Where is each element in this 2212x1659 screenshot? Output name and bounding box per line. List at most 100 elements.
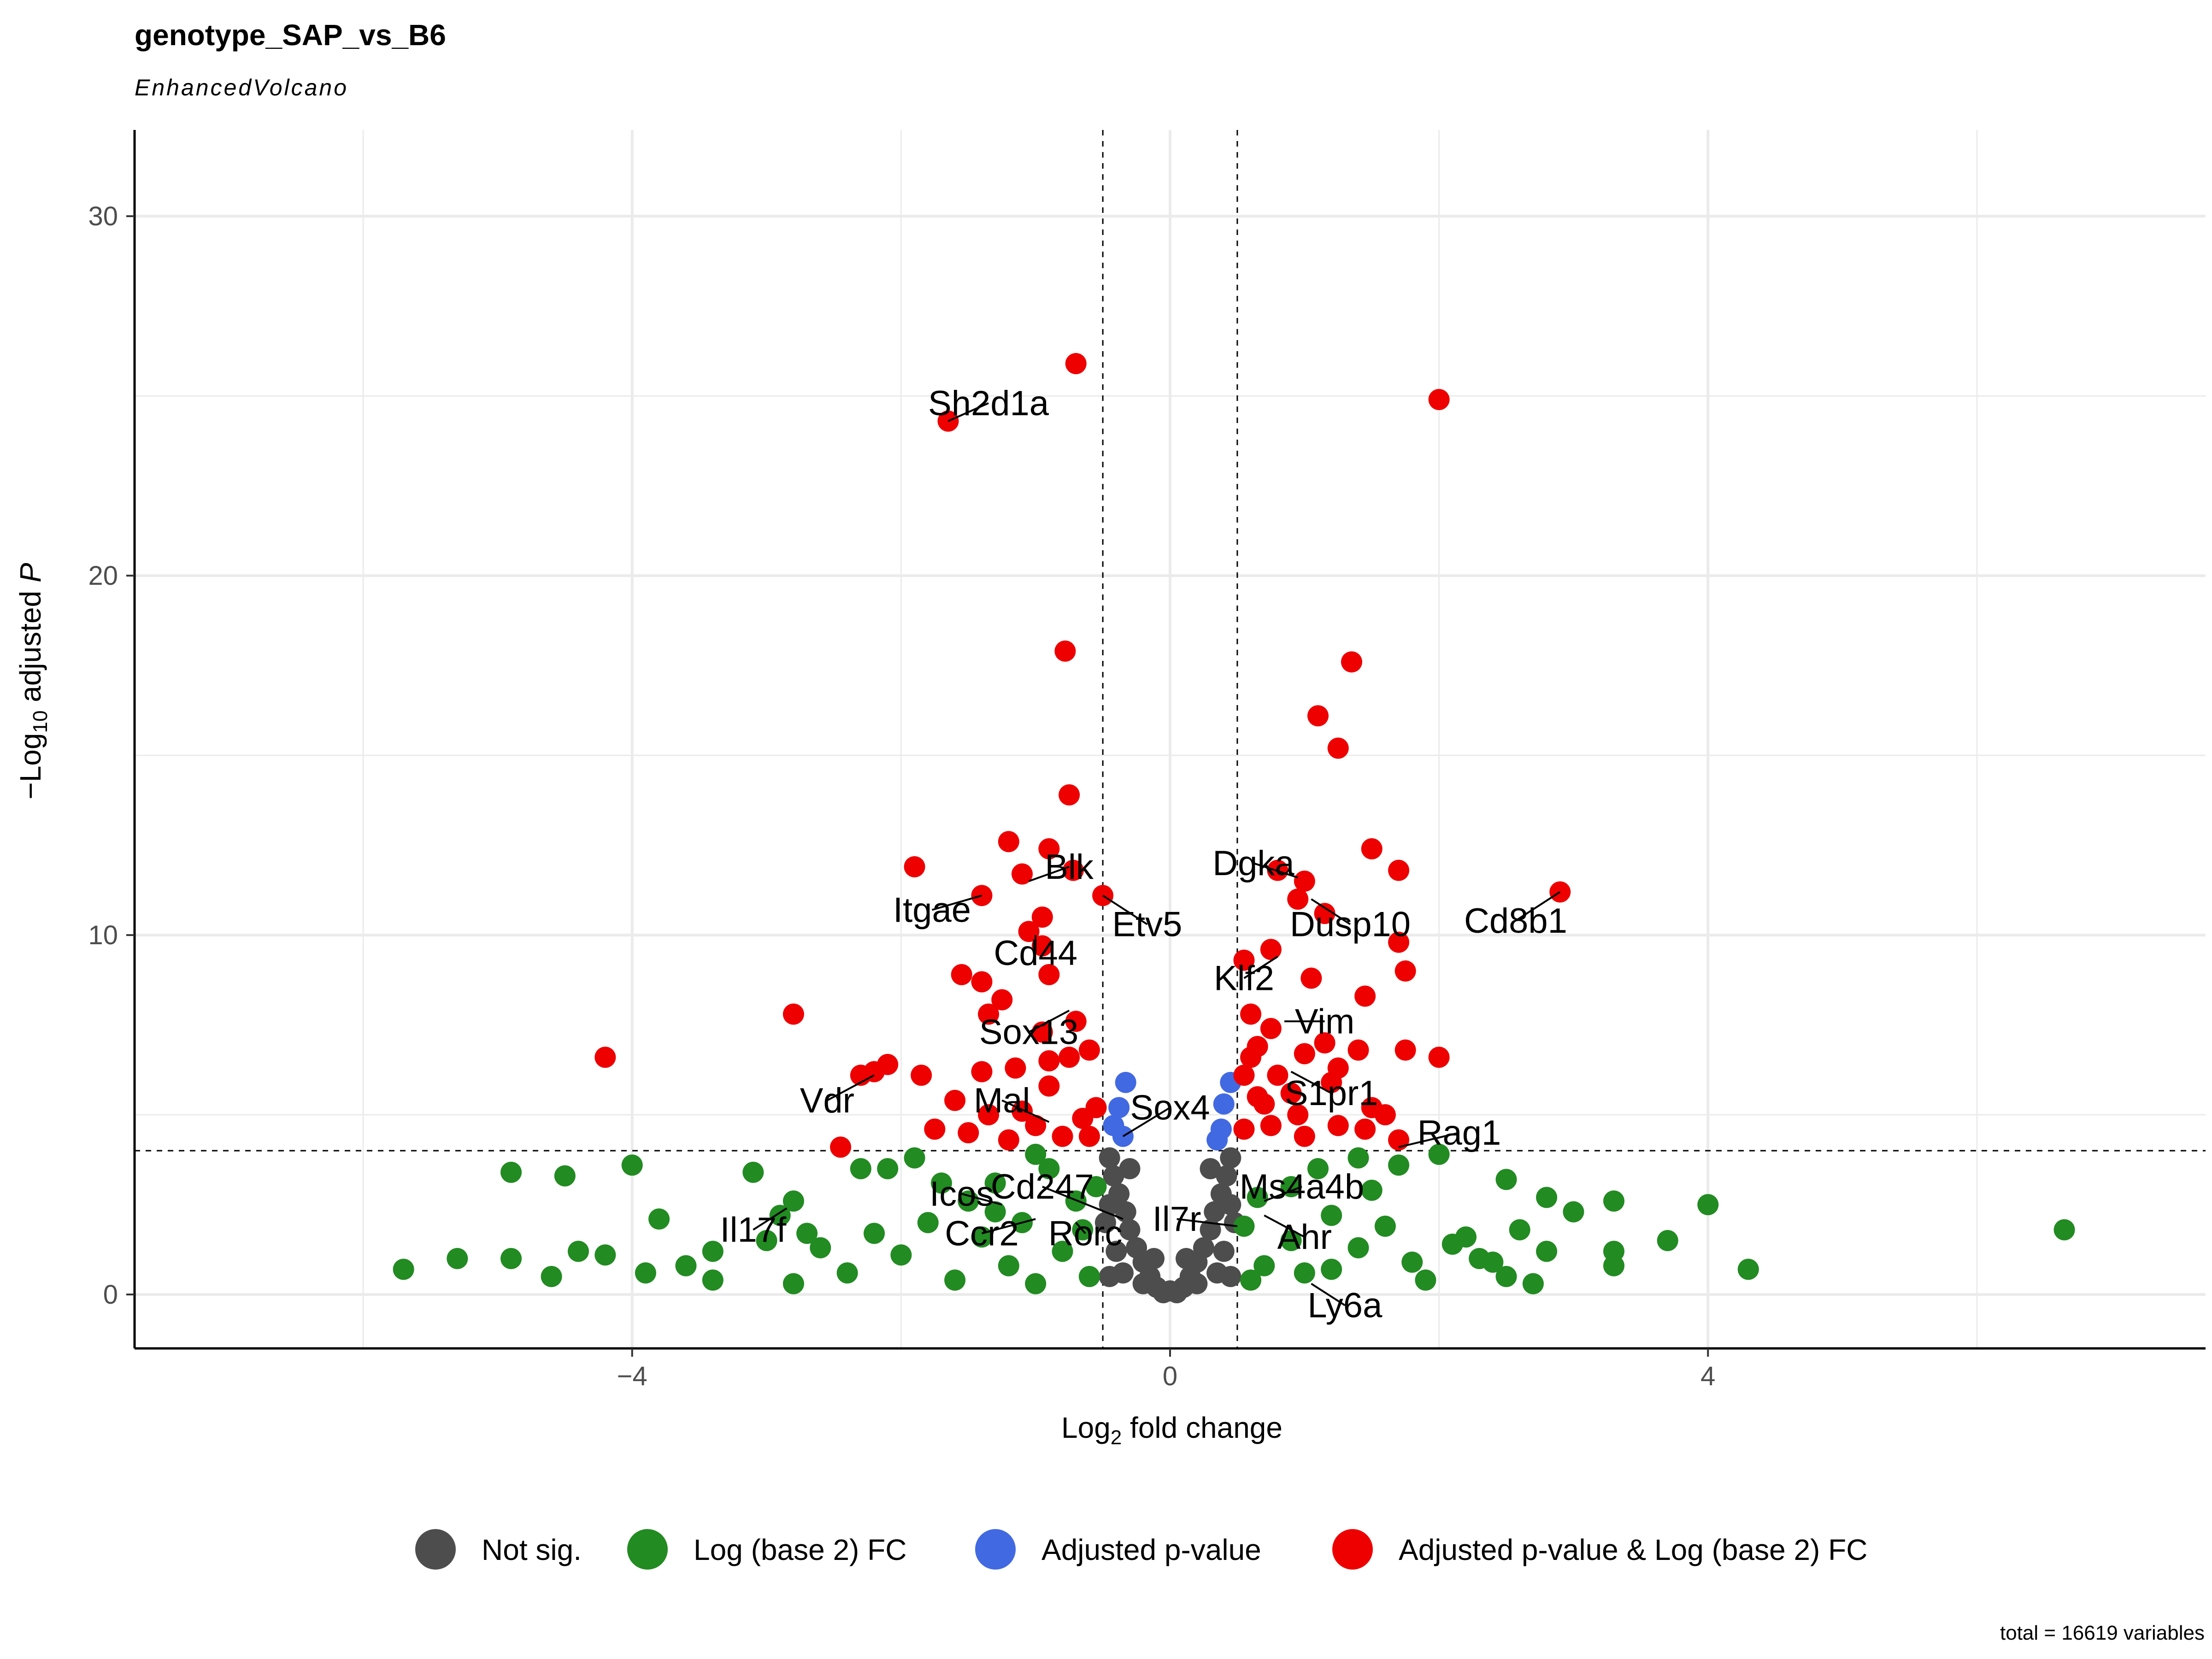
gene-label: Ahr bbox=[1277, 1218, 1332, 1257]
gene-label: Cd8b1 bbox=[1464, 901, 1567, 941]
data-point-both bbox=[1347, 1039, 1369, 1061]
data-point-fc bbox=[500, 1248, 522, 1270]
chart-caption: total = 16619 variables bbox=[2000, 1622, 2205, 1644]
data-point-fc bbox=[1469, 1248, 1490, 1270]
data-point-both bbox=[1260, 1115, 1282, 1136]
series-not-significant bbox=[1094, 1147, 1246, 1304]
gene-label: Rorc bbox=[1048, 1214, 1122, 1253]
data-point-fc bbox=[850, 1158, 871, 1180]
data-point-both bbox=[904, 856, 925, 877]
data-point-both bbox=[951, 964, 972, 985]
annotation-connector bbox=[1264, 1186, 1302, 1202]
data-point-fc bbox=[648, 1208, 670, 1230]
data-point-fc bbox=[1025, 1273, 1047, 1294]
data-point-both bbox=[1018, 921, 1040, 942]
annotation-connector bbox=[1311, 1282, 1346, 1306]
data-point-fc bbox=[958, 1190, 979, 1212]
data-point-both bbox=[1240, 1047, 1262, 1068]
data-point-both bbox=[1240, 1003, 1262, 1025]
data-point-fc bbox=[1085, 1176, 1107, 1198]
data-point-fc bbox=[864, 1223, 885, 1244]
data-point-both bbox=[1394, 1039, 1416, 1061]
annotation-connector bbox=[826, 1074, 875, 1101]
legend-label: Not sig. bbox=[482, 1533, 582, 1566]
data-point-fc bbox=[393, 1259, 414, 1280]
data-point-fc bbox=[568, 1241, 589, 1262]
data-point-fc bbox=[1563, 1201, 1584, 1223]
annotation-connector bbox=[1028, 1010, 1070, 1033]
data-point-p bbox=[1206, 1129, 1228, 1151]
data-point-ns bbox=[1204, 1201, 1225, 1223]
data-point-fc bbox=[1247, 1187, 1268, 1208]
gene-label: Ms4a4b bbox=[1240, 1167, 1364, 1206]
annotation-connector bbox=[753, 1207, 788, 1231]
data-point-fc bbox=[554, 1165, 576, 1187]
data-point-both bbox=[1428, 388, 1450, 410]
y-axis-title: −Log10 adjusted P bbox=[14, 563, 52, 800]
data-point-fc bbox=[1253, 1255, 1275, 1277]
data-point-both bbox=[1078, 1039, 1100, 1061]
data-point-fc bbox=[1522, 1273, 1544, 1294]
data-point-ns bbox=[1099, 1194, 1120, 1216]
data-point-both bbox=[971, 1061, 993, 1082]
axes: −4 0 4 0 10 20 30 bbox=[88, 130, 2206, 1391]
data-point-fc bbox=[1347, 1237, 1369, 1259]
data-point-ns bbox=[1193, 1237, 1214, 1259]
data-point-both bbox=[1012, 863, 1033, 885]
data-point-fc bbox=[1294, 1262, 1315, 1284]
chart-subtitle: EnhancedVolcano bbox=[135, 75, 348, 100]
gene-label: Icos bbox=[930, 1175, 994, 1214]
data-point-fc bbox=[1536, 1241, 1558, 1262]
data-point-both bbox=[1065, 1011, 1087, 1032]
data-point-ns bbox=[1126, 1237, 1147, 1259]
data-point-fc bbox=[1401, 1251, 1423, 1273]
data-point-fc bbox=[998, 1255, 1019, 1277]
data-point-fc bbox=[782, 1190, 804, 1212]
data-point-ns bbox=[1103, 1165, 1124, 1187]
legend-swatch bbox=[415, 1529, 456, 1570]
data-point-both bbox=[1065, 353, 1087, 374]
data-point-ns bbox=[1220, 1194, 1241, 1216]
data-point-fc bbox=[635, 1262, 656, 1284]
data-point-fc bbox=[944, 1269, 966, 1291]
cutoff-lines bbox=[135, 130, 2206, 1348]
data-point-both bbox=[1005, 1057, 1026, 1079]
annotation-connector bbox=[1253, 862, 1298, 879]
data-point-fc bbox=[1038, 1158, 1060, 1180]
gene-label: Sh2d1a bbox=[928, 384, 1049, 423]
data-point-both bbox=[944, 1089, 966, 1111]
data-point-both bbox=[1031, 935, 1053, 957]
data-point-both bbox=[1054, 640, 1076, 662]
annotation-connector bbox=[1290, 1071, 1332, 1094]
data-point-both bbox=[1300, 967, 1322, 989]
gene-annotations: Sh2d1a Blk Itgae Etv5 Dgka Dusp10 Cd8b1 Cd44 Klf… bbox=[720, 384, 1567, 1325]
data-point-fc bbox=[541, 1266, 562, 1288]
data-point-ns bbox=[1176, 1248, 1197, 1270]
data-point-fc bbox=[1603, 1190, 1624, 1212]
gene-label: Il17f bbox=[720, 1211, 787, 1250]
data-point-ns bbox=[1119, 1219, 1141, 1241]
data-point-both bbox=[971, 971, 993, 993]
legend-swatch bbox=[627, 1529, 668, 1570]
data-point-fc bbox=[1428, 1143, 1450, 1165]
legend-label: Adjusted p-value & Log (base 2) FC bbox=[1399, 1533, 1867, 1566]
data-point-ns bbox=[1132, 1273, 1154, 1294]
data-point-fc bbox=[984, 1172, 1006, 1194]
gene-label: Vim bbox=[1295, 1002, 1355, 1041]
y-tick-label: 20 bbox=[88, 561, 118, 591]
annotation-connector bbox=[1028, 865, 1070, 882]
data-point-both bbox=[1374, 1104, 1396, 1126]
data-point-fc bbox=[1361, 1179, 1382, 1201]
data-point-both bbox=[1072, 1107, 1094, 1129]
data-point-both bbox=[1059, 784, 1080, 806]
data-point-ns bbox=[1220, 1266, 1241, 1288]
data-point-both bbox=[782, 1003, 804, 1025]
y-tick-label: 10 bbox=[88, 920, 118, 950]
data-point-fc bbox=[742, 1161, 764, 1183]
data-point-fc bbox=[782, 1273, 804, 1294]
data-point-fc bbox=[796, 1223, 818, 1244]
data-point-both bbox=[1052, 1125, 1073, 1147]
data-point-fc bbox=[1697, 1194, 1719, 1216]
data-point-fc bbox=[1374, 1215, 1396, 1237]
